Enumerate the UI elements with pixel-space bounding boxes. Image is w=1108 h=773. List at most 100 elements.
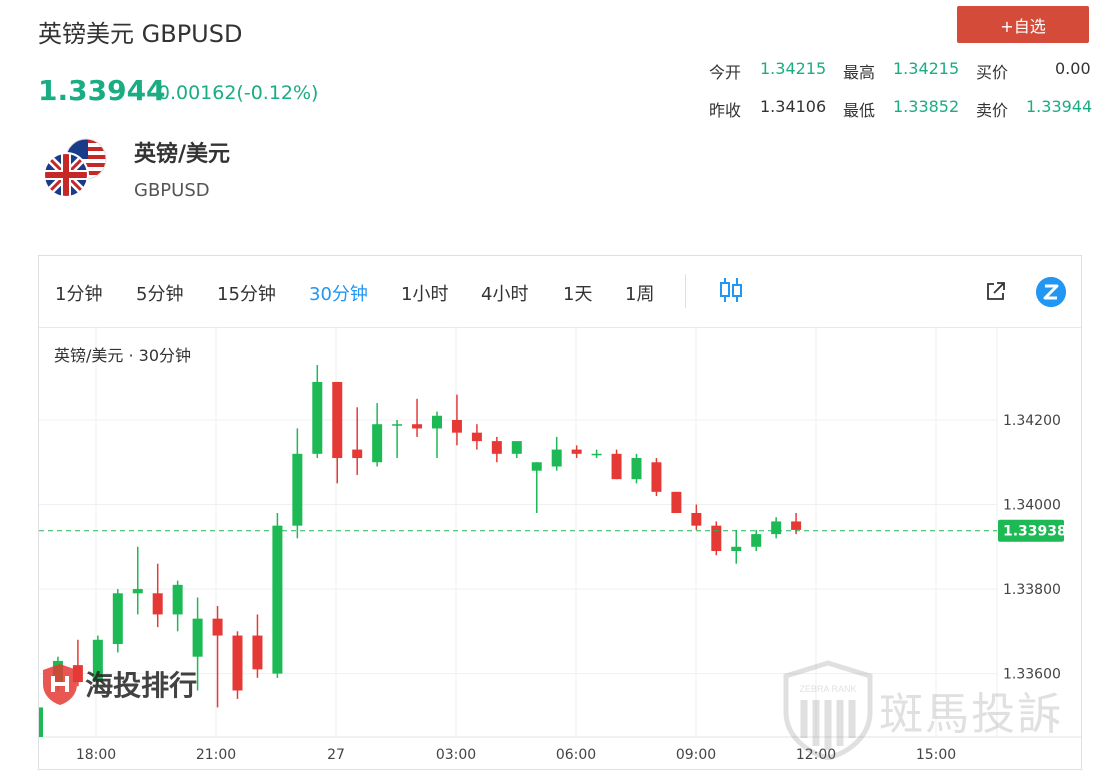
candle[interactable] [212, 605, 223, 708]
candle[interactable] [152, 563, 163, 628]
candle-body [212, 618, 223, 636]
add-watchlist-button[interactable]: +自选 [957, 6, 1089, 43]
candle[interactable] [611, 449, 622, 480]
stat-value-high: 1.34215 [893, 59, 960, 78]
x-tick-label: 21:00 [196, 747, 236, 763]
candle[interactable] [92, 635, 103, 687]
candle[interactable] [172, 580, 183, 632]
candle[interactable] [671, 491, 682, 513]
candle-body [551, 449, 562, 467]
pair-symbol: GBPUSD [134, 180, 210, 201]
last-price-tag [998, 519, 1064, 542]
candle-body [332, 381, 343, 459]
y-tick-label: 1.34000 [1003, 498, 1061, 514]
timeframe-5m[interactable]: 5分钟 [136, 284, 184, 305]
candlestick-type-icon[interactable] [719, 276, 743, 304]
zebra-logo-icon[interactable] [1036, 277, 1066, 307]
y-tick-label: 1.33800 [1003, 582, 1061, 598]
zebra-badge-icon: ZEBRA RANK [783, 660, 873, 761]
candle[interactable] [531, 462, 542, 513]
watermark-right: ZEBRA RANK 斑馬投訴 [782, 660, 1064, 761]
x-tick-label: 15:00 [916, 747, 956, 763]
candle[interactable] [651, 458, 662, 497]
current-price: 1.33944 [38, 74, 166, 107]
page-title: 英镑美元 GBPUSD [38, 20, 243, 48]
timeframe-30m[interactable]: 30分钟 [309, 284, 368, 305]
stat-value-low: 1.33852 [893, 97, 960, 116]
candle[interactable] [372, 403, 383, 467]
candle-body [631, 458, 642, 480]
candle-body [471, 432, 482, 442]
timeframe-1d[interactable]: 1天 [563, 284, 593, 305]
candle[interactable] [731, 529, 742, 564]
timeframe-1w[interactable]: 1周 [625, 284, 655, 305]
candle-body [651, 462, 662, 492]
candle[interactable] [451, 394, 462, 446]
candle-body [72, 665, 83, 683]
candle[interactable] [72, 639, 83, 687]
open-external-icon[interactable] [985, 280, 1007, 302]
candle-body [232, 635, 243, 691]
candle[interactable] [591, 449, 602, 459]
candle[interactable] [511, 441, 522, 459]
candle-body [312, 381, 323, 454]
watermark-right-text: 斑馬投訴 [879, 689, 1064, 740]
candle[interactable] [192, 597, 203, 691]
candlestick-chart[interactable]: 1.33938 18:00 21:00 27 03:00 06:00 09:00 12:00… [39, 327, 1081, 769]
timeframe-1h[interactable]: 1小时 [401, 284, 449, 305]
candle-body [611, 453, 622, 480]
candle[interactable] [551, 436, 562, 471]
timeframe-4h[interactable]: 4小时 [481, 284, 529, 305]
price-change: -0.00162(-0.12%) [151, 82, 319, 104]
candle[interactable] [412, 398, 423, 437]
stat-value-prev-close: 1.34106 [760, 97, 827, 116]
x-tick-label: 12:00 [796, 747, 836, 763]
candle-body [711, 525, 722, 552]
candle[interactable] [352, 407, 363, 475]
candle[interactable] [272, 512, 283, 678]
candle[interactable] [711, 521, 722, 556]
x-tick-label: 09:00 [676, 747, 716, 763]
candle[interactable] [292, 428, 303, 539]
candle-body [192, 618, 203, 657]
candle[interactable] [39, 707, 43, 749]
candle[interactable] [691, 504, 702, 530]
y-tick-label: 1.34200 [1003, 413, 1061, 429]
chart-legend: 英镑/美元 · 30分钟 [54, 346, 192, 365]
x-tick-label: 06:00 [556, 747, 596, 763]
candle-body [132, 589, 143, 594]
candle-body [791, 521, 802, 530]
candle[interactable] [751, 529, 762, 552]
timeframe-15m[interactable]: 15分钟 [217, 284, 276, 305]
candle[interactable] [132, 546, 143, 615]
candle[interactable] [471, 424, 482, 450]
currency-flags-icon [44, 138, 107, 198]
chart-toolbar: 1分钟 5分钟 15分钟 30分钟 1小时 4小时 1天 1周 [39, 256, 1081, 328]
stat-label-prev-close: 昨收 [709, 101, 742, 120]
candle-body [392, 424, 403, 426]
candle[interactable] [491, 436, 502, 463]
candle[interactable] [332, 381, 343, 484]
candle-body [272, 525, 283, 674]
candle[interactable] [112, 589, 123, 653]
y-tick-label: 1.33600 [1003, 667, 1061, 683]
candle[interactable] [252, 614, 263, 678]
candle[interactable] [392, 419, 403, 459]
stat-value-bid: 0.00 [1055, 59, 1091, 78]
candle[interactable] [631, 453, 642, 484]
candle[interactable] [312, 365, 323, 459]
stat-label-open: 今开 [709, 63, 742, 82]
timeframe-1m[interactable]: 1分钟 [55, 284, 103, 305]
pair-name: 英镑/美元 [134, 142, 231, 167]
candle-body [172, 584, 183, 615]
candle[interactable] [571, 445, 582, 459]
x-tick-label: 18:00 [76, 747, 116, 763]
candle[interactable] [232, 631, 243, 699]
last-price-label: 1.33938 [1003, 524, 1067, 540]
candle[interactable] [432, 411, 442, 459]
badge-text: ZEBRA RANK [799, 684, 856, 694]
toolbar-divider [685, 274, 686, 308]
candle-body [731, 546, 742, 552]
candle[interactable] [771, 517, 782, 539]
chart-panel: 1分钟 5分钟 15分钟 30分钟 1小时 4小时 1天 1周 1.33938 … [38, 255, 1082, 770]
